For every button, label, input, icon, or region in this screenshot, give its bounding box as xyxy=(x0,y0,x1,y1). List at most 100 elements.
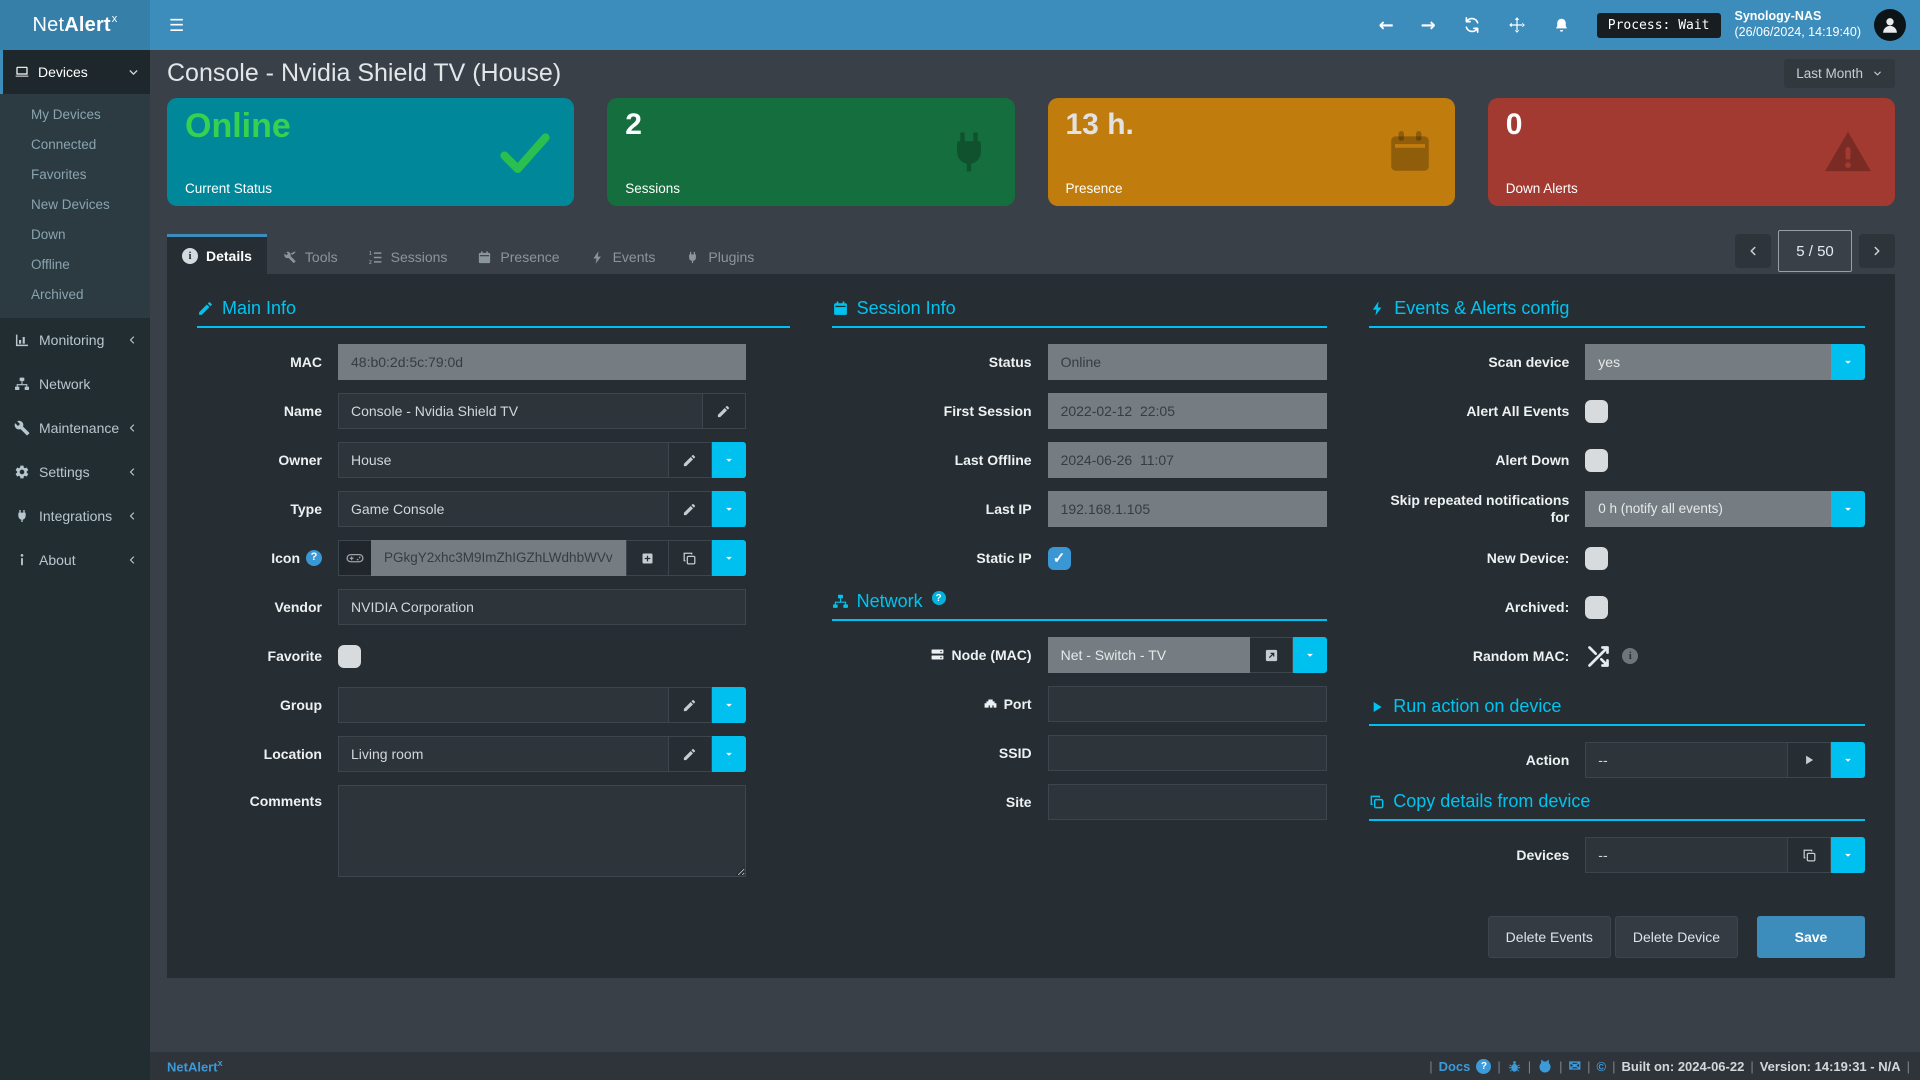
sidebar-item-integrations[interactable]: Integrations xyxy=(0,494,150,538)
sidebar-item-connected[interactable]: Connected xyxy=(31,137,97,152)
bolt-icon xyxy=(593,250,601,264)
field-alert-all-events: Alert All Events xyxy=(1369,393,1865,429)
refresh-icon[interactable] xyxy=(1463,16,1481,34)
help-icon[interactable]: ? xyxy=(1476,1058,1492,1074)
run-action-button[interactable] xyxy=(1788,742,1831,778)
node-mac-select[interactable]: Net - Switch - TV xyxy=(1047,637,1251,673)
edit-owner-button[interactable] xyxy=(668,442,712,478)
copy-from-device-button[interactable] xyxy=(1788,837,1831,873)
card-label: Presence xyxy=(1065,181,1123,196)
app-logo[interactable]: Net Alert x xyxy=(0,0,150,50)
sidebar-item-network[interactable]: Network xyxy=(0,362,150,406)
type-dropdown-button[interactable] xyxy=(711,491,746,527)
group-dropdown-button[interactable] xyxy=(711,687,746,723)
svg-text:1: 1 xyxy=(369,251,372,257)
open-node-button[interactable] xyxy=(1250,637,1294,673)
copy-devices-dropdown-button[interactable] xyxy=(1831,837,1865,873)
new-device-checkbox[interactable] xyxy=(1585,546,1609,570)
sidebar-item-offline[interactable]: Offline xyxy=(31,257,70,272)
delete-device-button[interactable]: Delete Device xyxy=(1614,916,1738,958)
sidebar-item-archived[interactable]: Archived xyxy=(31,287,84,302)
tab-presence[interactable]: Presence xyxy=(462,240,574,274)
tab-tools[interactable]: Tools xyxy=(267,240,353,274)
scan-device-select[interactable]: yes xyxy=(1585,344,1831,380)
site-input[interactable] xyxy=(1047,784,1328,820)
ssid-input[interactable] xyxy=(1047,735,1328,771)
tab-details[interactable]: i Details xyxy=(167,234,267,274)
process-status-badge[interactable]: Process: Wait xyxy=(1596,12,1721,38)
node-mac-dropdown-button[interactable] xyxy=(1293,637,1328,673)
owner-input[interactable] xyxy=(338,442,669,478)
sidebar-item-my-devices[interactable]: My Devices xyxy=(31,107,101,122)
help-icon[interactable]: ? xyxy=(931,591,946,605)
nav-back-icon[interactable]: ← xyxy=(1378,14,1394,36)
user-avatar[interactable] xyxy=(1874,9,1906,41)
card-current-status[interactable]: Online Current Status xyxy=(167,98,575,206)
sidebar-item-favorites[interactable]: Favorites xyxy=(31,167,87,182)
field-vendor: Vendor xyxy=(197,589,790,625)
name-input[interactable] xyxy=(338,393,703,429)
edit-name-button[interactable] xyxy=(702,393,746,429)
delete-events-button[interactable]: Delete Events xyxy=(1487,916,1611,958)
sidebar-item-about[interactable]: About xyxy=(0,538,150,582)
sidebar-item-devices[interactable]: Devices xyxy=(0,50,150,94)
icon-dropdown-button[interactable] xyxy=(711,540,746,576)
comments-textarea[interactable] xyxy=(338,785,746,877)
fullscreen-move-icon[interactable] xyxy=(1508,16,1526,34)
action-select[interactable]: -- xyxy=(1585,742,1788,778)
sidebar-item-down[interactable]: Down xyxy=(31,227,66,242)
save-button[interactable]: Save xyxy=(1757,916,1865,958)
logo-sup: x xyxy=(111,13,118,25)
copy-icon-button[interactable] xyxy=(668,540,712,576)
group-input[interactable] xyxy=(338,687,669,723)
version-info: Version: 14:19:31 - N/A xyxy=(1759,1058,1901,1074)
alert-down-checkbox[interactable] xyxy=(1585,448,1609,472)
sidebar-item-settings[interactable]: Settings xyxy=(0,450,150,494)
alert-all-events-checkbox[interactable] xyxy=(1585,399,1609,423)
scan-device-dropdown-button[interactable] xyxy=(1831,344,1865,380)
period-selector[interactable]: Last Month xyxy=(1784,59,1895,88)
sidebar-item-monitoring[interactable]: Monitoring xyxy=(0,318,150,362)
email-icon[interactable]: ✉ xyxy=(1568,1058,1582,1075)
vendor-input[interactable] xyxy=(338,589,746,625)
skip-repeated-select[interactable]: 0 h (notify all events) xyxy=(1585,491,1831,527)
field-label: Owner xyxy=(278,451,322,468)
location-input[interactable] xyxy=(338,736,669,772)
copy-devices-select[interactable]: -- xyxy=(1585,837,1788,873)
type-input[interactable] xyxy=(338,491,669,527)
field-type: Type xyxy=(197,491,790,527)
sidebar-item-new-devices[interactable]: New Devices xyxy=(31,197,110,212)
copyright-icon[interactable]: © xyxy=(1596,1058,1607,1074)
logo-text-light: Net xyxy=(32,13,65,36)
action-dropdown-button[interactable] xyxy=(1831,742,1865,778)
sidebar-toggle-icon[interactable]: ☰ xyxy=(169,15,185,35)
edit-type-button[interactable] xyxy=(668,491,712,527)
archived-checkbox[interactable] xyxy=(1585,595,1609,619)
favorite-checkbox[interactable] xyxy=(338,644,361,668)
github-link-icon[interactable] xyxy=(1537,1058,1553,1074)
tab-plugins[interactable]: Plugins xyxy=(670,240,769,274)
pager-prev-button[interactable] xyxy=(1735,234,1771,268)
edit-group-button[interactable] xyxy=(668,687,712,723)
owner-dropdown-button[interactable] xyxy=(711,442,746,478)
sidebar-item-maintenance[interactable]: Maintenance xyxy=(0,406,150,450)
bug-report-icon[interactable] xyxy=(1507,1059,1522,1074)
docs-link[interactable]: Docs xyxy=(1438,1058,1471,1074)
pager-next-button[interactable] xyxy=(1859,234,1895,268)
card-down-alerts[interactable]: 0 Down Alerts xyxy=(1487,98,1895,206)
port-input[interactable] xyxy=(1047,686,1328,722)
skip-repeated-dropdown-button[interactable] xyxy=(1831,491,1865,527)
notifications-bell-icon[interactable] xyxy=(1553,17,1570,34)
footer-brand[interactable]: NetAlertx xyxy=(167,1058,223,1074)
host-datetime: (26/06/2024, 14:19:40) xyxy=(1734,25,1862,39)
add-icon-button[interactable] xyxy=(625,540,669,576)
tab-events[interactable]: Events xyxy=(575,240,671,274)
card-presence[interactable]: 13 h. Presence xyxy=(1047,98,1455,206)
static-ip-checkbox[interactable] xyxy=(1047,546,1071,570)
edit-location-button[interactable] xyxy=(668,736,712,772)
card-sessions[interactable]: 2 Sessions xyxy=(607,98,1015,206)
nav-forward-icon[interactable]: → xyxy=(1420,14,1436,36)
help-icon[interactable]: ? xyxy=(306,549,322,566)
location-dropdown-button[interactable] xyxy=(711,736,746,772)
